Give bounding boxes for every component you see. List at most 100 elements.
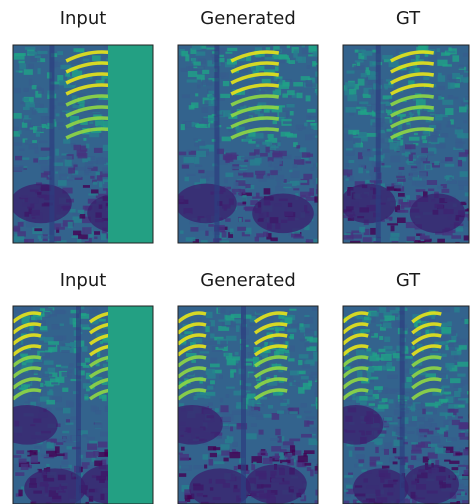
texture	[79, 214, 85, 219]
texture	[70, 209, 76, 213]
texture	[394, 183, 402, 188]
texture	[347, 71, 355, 74]
low-energy	[175, 184, 237, 224]
texture	[63, 437, 66, 441]
texture	[408, 178, 412, 180]
texture	[98, 442, 108, 448]
texture	[412, 416, 417, 421]
texture	[307, 65, 311, 69]
texture	[41, 344, 48, 350]
texture	[202, 70, 209, 74]
texture	[443, 420, 448, 425]
texture	[249, 152, 255, 155]
texture	[300, 180, 307, 183]
texture	[369, 61, 376, 67]
texture	[92, 55, 101, 61]
spectrogram-grid	[0, 0, 471, 504]
texture	[299, 354, 309, 358]
texture	[223, 458, 228, 462]
texture	[441, 133, 448, 137]
texture	[40, 383, 43, 387]
texture	[83, 383, 91, 388]
low-energy	[410, 194, 465, 234]
texture	[379, 307, 386, 313]
texture	[94, 237, 97, 240]
texture	[419, 424, 424, 427]
texture	[196, 151, 206, 157]
texture	[215, 408, 219, 412]
texture	[218, 308, 225, 314]
texture	[407, 236, 415, 241]
texture	[200, 179, 206, 184]
texture	[94, 67, 104, 69]
texture	[71, 175, 81, 178]
texture	[441, 52, 450, 55]
texture	[448, 409, 459, 413]
texture	[307, 109, 315, 113]
texture	[298, 455, 308, 462]
texture	[376, 441, 381, 445]
texture	[312, 61, 316, 66]
texture	[462, 500, 471, 504]
texture	[207, 374, 215, 379]
texture	[352, 361, 357, 365]
texture	[49, 389, 53, 394]
texture	[290, 334, 294, 339]
texture	[397, 218, 406, 223]
texture	[345, 82, 355, 88]
texture	[458, 65, 464, 69]
texture	[206, 369, 215, 375]
texture	[15, 472, 24, 476]
texture	[232, 442, 238, 447]
texture	[103, 188, 107, 190]
texture	[210, 334, 214, 339]
texture	[384, 449, 389, 455]
texture	[234, 466, 238, 470]
texture	[54, 236, 61, 241]
texture	[356, 454, 365, 459]
texture	[367, 106, 372, 113]
texture	[426, 165, 431, 169]
texture	[179, 152, 186, 156]
texture	[293, 51, 297, 58]
texture	[445, 450, 450, 452]
texture	[315, 72, 322, 77]
texture	[86, 144, 89, 149]
texture	[286, 104, 294, 108]
texture	[197, 74, 205, 79]
texture	[279, 78, 282, 84]
texture	[384, 443, 392, 449]
texture	[285, 79, 292, 82]
texture	[78, 45, 82, 47]
texture	[37, 320, 41, 323]
texture	[99, 157, 103, 159]
texture	[370, 228, 376, 235]
texture	[72, 213, 80, 215]
texture	[448, 82, 455, 89]
texture	[101, 233, 107, 240]
texture	[274, 157, 282, 164]
texture	[449, 461, 459, 464]
texture	[32, 109, 37, 114]
texture	[289, 439, 300, 442]
texture	[287, 90, 295, 95]
texture	[202, 107, 208, 113]
texture	[309, 438, 317, 445]
texture	[399, 167, 405, 170]
texture	[264, 188, 271, 194]
texture	[289, 411, 298, 414]
texture	[262, 79, 271, 83]
spectrogram	[161, 306, 327, 504]
texture	[271, 146, 279, 148]
texture	[453, 383, 462, 388]
texture	[220, 398, 223, 403]
texture	[283, 183, 292, 186]
texture	[345, 150, 354, 155]
texture	[450, 378, 461, 383]
texture	[308, 380, 312, 386]
texture	[452, 330, 456, 335]
texture	[186, 237, 196, 241]
texture	[458, 465, 466, 467]
texture	[348, 473, 353, 475]
texture	[349, 451, 353, 457]
